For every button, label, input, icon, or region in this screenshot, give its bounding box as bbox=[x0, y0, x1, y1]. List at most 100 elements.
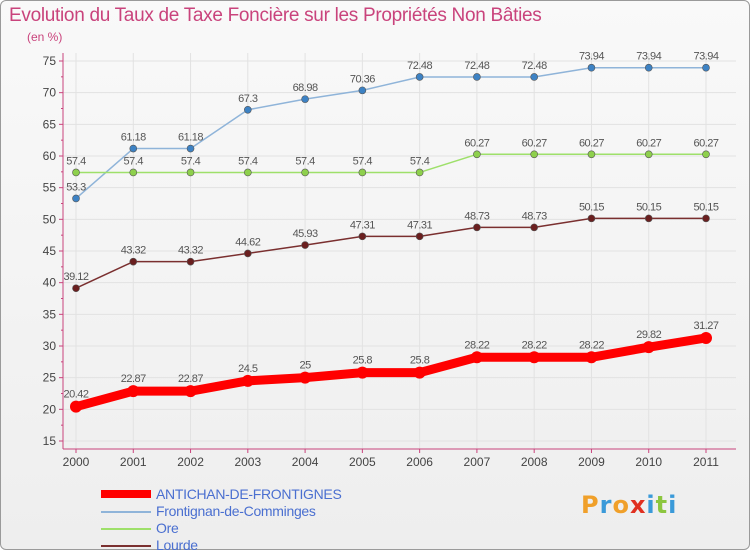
data-label-frontignan: 61.18 bbox=[121, 132, 146, 144]
data-point-antichan bbox=[356, 366, 369, 379]
data-label-antichan: 31.27 bbox=[693, 320, 718, 332]
y-tick-label: 25 bbox=[43, 371, 57, 385]
data-point-lourde bbox=[186, 257, 195, 266]
data-point-ore bbox=[702, 150, 710, 159]
data-point-ore bbox=[415, 168, 424, 177]
data-label-lourde: 50.15 bbox=[636, 201, 661, 213]
data-label-antichan: 25.8 bbox=[353, 355, 373, 367]
y-tick-label: 75 bbox=[43, 54, 57, 68]
data-point-antichan bbox=[127, 385, 140, 398]
x-tick-label: 2001 bbox=[120, 455, 147, 469]
data-point-frontignan bbox=[358, 86, 367, 95]
data-label-antichan: 20.42 bbox=[63, 389, 88, 401]
x-tick-label: 2005 bbox=[349, 455, 376, 469]
data-point-ore bbox=[186, 168, 195, 177]
chart-subtitle: (en %) bbox=[27, 30, 63, 44]
data-label-antichan: 24.5 bbox=[238, 363, 258, 375]
legend-label-ore: Ore bbox=[156, 520, 179, 536]
data-label-lourde: 50.15 bbox=[579, 201, 604, 213]
data-label-lourde: 43.32 bbox=[178, 245, 203, 257]
data-point-frontignan bbox=[530, 73, 538, 81]
legend: ANTICHAN-DE-FRONTIGNES Frontignan-de-Com… bbox=[101, 486, 431, 554]
data-label-ore: 57.4 bbox=[238, 155, 258, 167]
data-point-antichan bbox=[241, 374, 254, 387]
data-point-ore bbox=[530, 150, 538, 159]
data-point-lourde bbox=[530, 223, 538, 232]
data-point-ore bbox=[244, 168, 252, 177]
legend-swatch-lourde bbox=[101, 545, 151, 547]
data-label-frontignan: 73.94 bbox=[636, 51, 661, 63]
data-point-frontignan bbox=[244, 105, 252, 114]
y-tick-label: 55 bbox=[43, 181, 57, 195]
data-point-antichan bbox=[413, 366, 426, 379]
data-point-ore bbox=[72, 168, 80, 177]
data-point-antichan bbox=[700, 331, 712, 344]
data-label-antichan: 29.82 bbox=[636, 329, 661, 341]
chart-title: Evolution du Taux de Taxe Foncière sur l… bbox=[9, 5, 542, 26]
data-point-antichan bbox=[470, 351, 483, 364]
x-tick-label: 2006 bbox=[406, 455, 433, 469]
data-label-lourde: 48.73 bbox=[464, 210, 489, 222]
data-label-ore: 60.27 bbox=[693, 137, 718, 149]
data-label-frontignan: 72.48 bbox=[464, 60, 489, 72]
data-point-antichan bbox=[642, 341, 655, 354]
x-tick-label: 2010 bbox=[635, 455, 662, 469]
data-point-ore bbox=[587, 150, 596, 159]
data-label-frontignan: 70.36 bbox=[350, 73, 375, 85]
data-point-lourde bbox=[72, 284, 80, 293]
data-label-lourde: 48.73 bbox=[522, 210, 547, 222]
data-label-frontignan: 61.18 bbox=[178, 132, 203, 144]
data-point-antichan bbox=[184, 385, 197, 398]
series-line-antichan bbox=[71, 333, 711, 412]
data-label-frontignan: 53.3 bbox=[66, 181, 86, 193]
y-tick-label: 70 bbox=[43, 86, 57, 100]
data-point-lourde bbox=[415, 232, 424, 241]
data-label-lourde: 50.15 bbox=[693, 201, 718, 213]
data-point-lourde bbox=[358, 232, 367, 241]
data-label-ore: 57.4 bbox=[66, 155, 86, 167]
data-point-frontignan bbox=[702, 63, 710, 72]
data-label-frontignan: 68.98 bbox=[293, 82, 318, 94]
data-label-ore: 57.4 bbox=[124, 155, 144, 167]
data-point-antichan bbox=[70, 400, 82, 413]
data-point-lourde bbox=[473, 223, 481, 232]
x-tick-label: 2002 bbox=[177, 455, 204, 469]
data-point-lourde bbox=[587, 214, 596, 223]
data-label-ore: 57.4 bbox=[410, 155, 430, 167]
data-point-ore bbox=[358, 168, 367, 177]
data-label-ore: 57.4 bbox=[181, 155, 201, 167]
data-point-lourde bbox=[644, 214, 653, 223]
y-tick-label: 60 bbox=[43, 149, 57, 163]
series-line-ore bbox=[75, 153, 707, 174]
data-label-lourde: 47.31 bbox=[407, 219, 432, 231]
data-label-ore: 60.27 bbox=[464, 137, 489, 149]
data-label-antichan: 28.22 bbox=[522, 339, 547, 351]
x-tick-label: 2007 bbox=[464, 455, 491, 469]
data-point-ore bbox=[473, 150, 481, 159]
proxiti-logo: Proxiti bbox=[581, 491, 678, 519]
data-point-frontignan bbox=[473, 73, 481, 81]
data-point-lourde bbox=[702, 214, 710, 223]
y-tick-label: 65 bbox=[43, 117, 57, 131]
data-label-frontignan: 73.94 bbox=[693, 51, 718, 63]
series-line-lourde bbox=[75, 217, 707, 289]
data-point-ore bbox=[644, 150, 653, 159]
legend-label-antichan: ANTICHAN-DE-FRONTIGNES bbox=[156, 486, 342, 502]
data-point-frontignan bbox=[587, 63, 596, 72]
data-label-ore: 57.4 bbox=[295, 155, 315, 167]
x-tick-label: 2008 bbox=[521, 455, 548, 469]
data-label-lourde: 44.62 bbox=[235, 236, 260, 248]
data-point-frontignan bbox=[72, 194, 80, 203]
data-point-antichan bbox=[528, 351, 541, 364]
legend-item-frontignan: Frontignan-de-Comminges bbox=[101, 503, 431, 520]
data-point-frontignan bbox=[644, 63, 653, 72]
x-tick-label: 2009 bbox=[578, 455, 605, 469]
x-tick-label: 2000 bbox=[63, 455, 90, 469]
series-line-frontignan bbox=[75, 66, 707, 200]
y-tick-label: 40 bbox=[43, 276, 57, 290]
data-label-frontignan: 72.48 bbox=[522, 60, 547, 72]
legend-swatch-ore bbox=[101, 528, 151, 530]
data-label-lourde: 39.12 bbox=[63, 271, 88, 283]
data-label-antichan: 28.22 bbox=[464, 339, 489, 351]
